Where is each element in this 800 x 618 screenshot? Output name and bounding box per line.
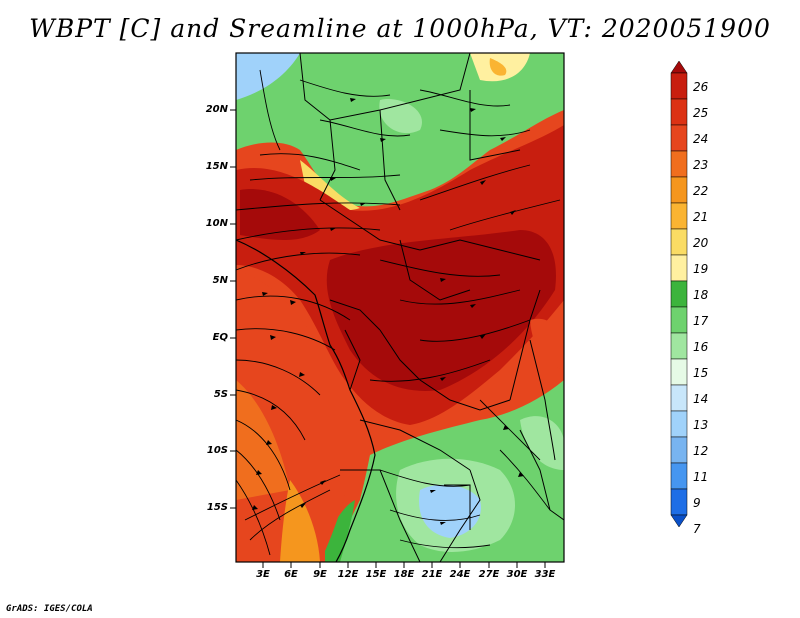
colorbar-swatch [670,358,688,386]
lon-ticks [262,562,546,568]
colorbar-swatch [670,228,688,256]
colorbar-label: 25 [693,106,709,120]
colorbar-label: 16 [693,340,709,354]
colorbar-label: 23 [693,158,709,172]
colorbar-swatch [670,384,688,412]
colorbar-label: 22 [693,184,709,198]
lon-label: 24E [449,569,471,580]
colorbar-label: 17 [693,314,709,328]
colorbar-label: 18 [693,288,709,302]
lon-label: 33E [534,569,556,580]
lat-label: 15N [205,161,228,172]
colorbar-swatch [670,462,688,490]
colorbar-swatch [670,410,688,438]
colorbar-label: 24 [693,132,709,146]
colorbar-swatch [670,150,688,178]
lon-label: 12E [337,569,359,580]
colorbar-swatch [670,306,688,334]
colorbar-swatch [670,280,688,308]
colorbar-swatch [670,332,688,360]
lon-label: 18E [393,569,415,580]
colorbar-swatch [670,436,688,464]
streamline-arrows [252,98,524,525]
lat-label: 5S [213,389,228,400]
colorbar-cap-bottom [670,514,688,528]
lon-label: 9E [313,569,327,580]
colorbar-label: 14 [693,392,709,406]
plot-frame [235,52,565,563]
colorbar-label: 19 [693,262,709,276]
colorbar-label: 20 [693,236,709,250]
colorbar-swatch [670,254,688,282]
lat-label: 10S [206,445,228,456]
lat-label: 15S [206,502,228,513]
lon-label: 3E [256,569,270,580]
colorbar-swatch [670,488,688,516]
lon-label: 6E [284,569,298,580]
lat-label: 20N [205,104,228,115]
streamlines [236,69,561,556]
footer-credit: GrADS: IGES/COLA [6,604,93,614]
colorbar-cap-top [670,60,688,74]
colorbar-label: 21 [693,210,709,224]
colorbar-swatch [670,124,688,152]
colorbar-label: 11 [693,470,709,484]
colorbar-swatch [670,72,688,100]
chart-title: WBPT [C] and Sreamline at 1000hPa, VT: 2… [29,14,771,43]
colorbar-label: 9 [693,496,701,510]
colorbar-label: 12 [693,444,709,458]
colorbar-label: 26 [693,80,709,94]
colorbar-swatch [670,202,688,230]
wbpt-field [236,53,564,562]
colorbar-label: 13 [693,418,709,432]
colorbar-swatch [670,98,688,126]
colorbar-label: 7 [693,522,701,536]
lon-label: 30E [506,569,528,580]
lon-label: 21E [421,569,443,580]
lon-label: 15E [365,569,387,580]
colorbar [670,60,688,528]
lon-label: 27E [478,569,500,580]
lat-label: EQ [212,332,228,343]
colorbar-swatch [670,176,688,204]
coastline [236,239,376,562]
lat-ticks [230,109,236,509]
colorbar-label: 15 [693,366,709,380]
lat-label: 10N [205,218,228,229]
lat-label: 5N [212,275,228,286]
country-borders [299,53,564,562]
